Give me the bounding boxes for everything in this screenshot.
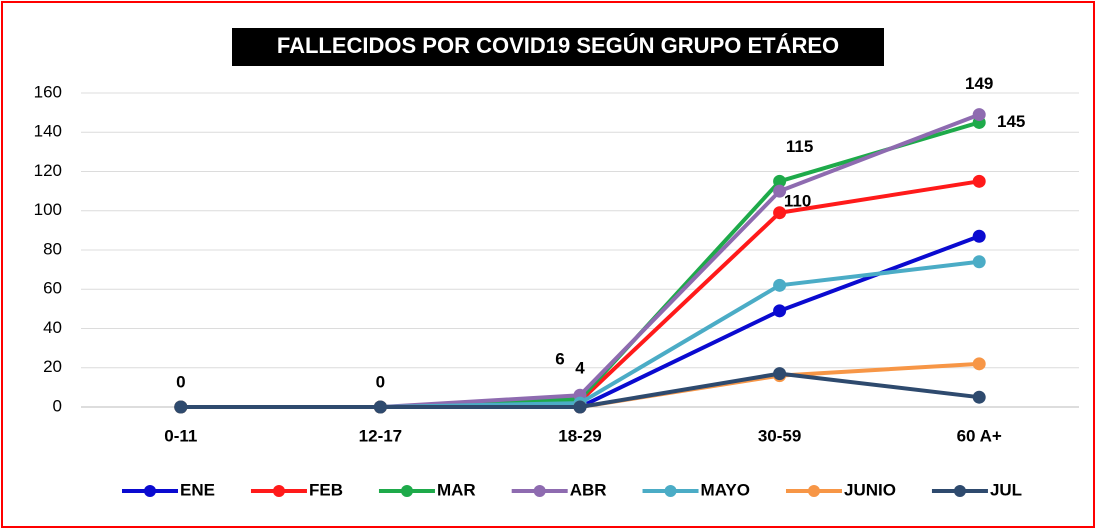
legend-label: JUNIO xyxy=(844,480,896,499)
legend-marker xyxy=(144,485,156,497)
data-label: 0 xyxy=(376,372,385,391)
legend-label: MAYO xyxy=(701,480,750,499)
data-point xyxy=(773,206,787,220)
data-label: 115 xyxy=(786,137,813,156)
legend-label: FEB xyxy=(309,480,343,499)
legend-label: MAR xyxy=(437,480,476,499)
data-point xyxy=(174,400,188,414)
data-point xyxy=(773,184,787,198)
data-label: 145 xyxy=(997,112,1025,131)
legend-marker xyxy=(400,485,413,497)
data-point xyxy=(773,367,787,381)
data-label: 0 xyxy=(176,372,185,391)
y-tick-label: 120 xyxy=(34,161,62,180)
chart-title: FALLECIDOS POR COVID19 SEGÚN GRUPO ETÁRE… xyxy=(277,33,839,58)
y-tick-label: 160 xyxy=(34,82,62,101)
y-tick-label: 20 xyxy=(43,357,62,376)
legend-marker xyxy=(664,485,677,497)
legend-marker xyxy=(953,485,966,497)
x-tick-label: 12-17 xyxy=(359,426,402,445)
data-point xyxy=(773,278,787,292)
y-tick-label: 40 xyxy=(43,318,62,337)
data-point xyxy=(773,304,787,318)
x-tick-label: 0-11 xyxy=(164,426,197,445)
data-point xyxy=(972,390,986,404)
legend-label: JUL xyxy=(990,480,1022,499)
y-tick-label: 80 xyxy=(43,239,62,258)
y-tick-label: 0 xyxy=(53,396,62,415)
x-tick-label: 60 A+ xyxy=(957,426,1002,445)
y-tick-label: 140 xyxy=(34,122,62,141)
data-point xyxy=(373,400,387,414)
data-point xyxy=(972,229,986,243)
x-tick-label: 18-29 xyxy=(558,426,601,445)
data-label: 6 xyxy=(555,350,564,369)
y-tick-label: 100 xyxy=(34,200,62,219)
x-tick-label: 30-59 xyxy=(758,426,801,445)
data-point xyxy=(972,255,986,269)
legend-marker xyxy=(272,485,285,497)
data-point xyxy=(972,108,986,122)
data-label: 149 xyxy=(965,74,993,93)
data-label: 4 xyxy=(575,359,585,378)
legend-marker xyxy=(807,485,820,497)
legend-marker xyxy=(533,485,546,497)
y-tick-label: 60 xyxy=(43,279,62,298)
title-box xyxy=(232,28,884,66)
data-point xyxy=(573,400,587,414)
data-point xyxy=(972,174,986,188)
data-point xyxy=(972,357,986,371)
data-label: 110 xyxy=(784,192,811,211)
legend-label: ENE xyxy=(180,480,215,499)
legend-label: ABR xyxy=(570,480,607,499)
